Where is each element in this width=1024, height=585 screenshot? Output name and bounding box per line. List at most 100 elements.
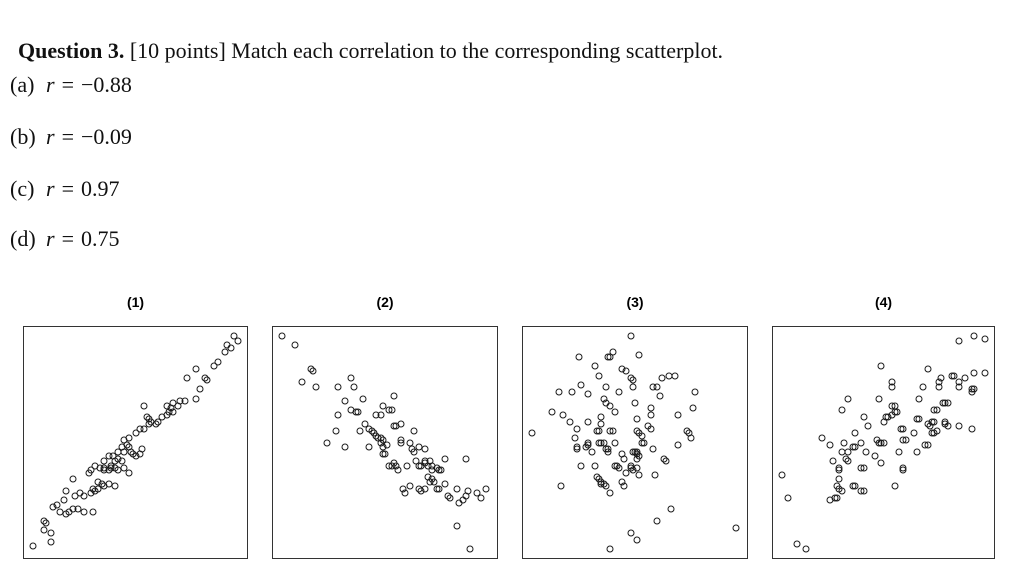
scatter-point [584,390,592,398]
scatter-point [406,482,414,490]
scatterplot-3-label: (3) [626,294,644,310]
scatter-point [667,505,675,513]
scatter-point [647,404,655,412]
scatter-point [105,480,113,488]
scatter-point [851,482,859,490]
scatter-point [575,353,583,361]
scatter-point [691,388,699,396]
scatter-point [933,406,941,414]
scatter-point [118,457,126,465]
scatter-point [880,418,887,426]
correlation-value: −0.88 [80,72,132,97]
scatter-point [635,471,643,479]
scatterplot-1: (1) [23,292,248,559]
scatter-point [397,420,405,428]
scatter-point [350,383,358,391]
scatter-point [638,432,646,440]
scatterplot-1-label: (1) [126,294,145,310]
option-b: (b) r = −0.09 [10,124,132,150]
scatter-point [341,443,349,451]
scatter-point [604,445,612,453]
scatter-point [192,395,200,403]
scatter-point [74,505,82,513]
scatter-point [334,383,342,391]
scatter-point [120,448,128,456]
scatter-point [334,411,342,419]
scatter-point [114,466,122,474]
question-prompt-text: [10 points] Match each correlation to th… [124,38,724,63]
scatter-point [571,434,579,442]
scatter-point [880,439,887,446]
scatter-point [606,489,614,497]
scatter-point [62,487,70,495]
scatter-point [453,485,461,493]
scatter-point [40,517,48,525]
equals-sign: = [61,124,74,149]
scatter-point [884,413,892,421]
scatter-point [860,487,868,495]
scatter-point [214,358,222,366]
scatter-point [230,332,238,340]
scatter-point [784,494,792,502]
option-c: (c) r = 0.97 [10,176,119,202]
scatter-point [891,482,899,490]
scatter-point [359,395,367,403]
scatter-point [221,348,229,356]
scatter-point [181,397,189,405]
scatter-point [950,372,958,379]
scatter-point [653,517,661,525]
scatter-point [615,464,623,472]
scatter-point [566,418,574,426]
scatter-point [602,383,610,391]
scatter-point [410,448,418,456]
scatter-point [597,413,605,421]
scatter-point [939,399,947,407]
scatter-point [125,469,133,477]
scatter-point [466,545,474,553]
scatter-point [441,455,449,463]
scatterplot-4-canvas [772,326,995,559]
option-d-label: (d) [10,226,36,251]
scatter-point [597,420,605,428]
scatter-point [877,459,885,467]
scatter-point [192,365,200,373]
scatter-point [651,471,659,479]
scatter-point [125,434,133,442]
scatter-point [826,496,834,504]
scatter-point [955,383,963,391]
scatter-point [793,540,801,548]
correlation-value: 0.97 [80,176,120,201]
correlation-symbol: r [46,226,55,251]
scatterplot-4-label: (4) [874,294,893,310]
scatter-point [430,478,438,486]
scatter-point [577,381,585,389]
scatter-point [919,383,927,391]
scatter-point [833,494,841,502]
scatter-point [477,494,485,502]
scatter-point [835,466,843,474]
option-a-label: (a) [10,72,35,97]
scatter-point [591,462,599,470]
scatter-point [629,383,637,391]
scatter-point [606,402,614,410]
scatter-point [47,538,55,546]
scatter-point [145,415,153,423]
scatter-point [860,464,868,472]
scatter-point [437,466,445,474]
scatter-point [627,332,635,340]
scatter-point [844,457,852,465]
scatter-point [595,372,603,379]
scatter-point [635,452,643,460]
scatter-point [154,418,162,426]
scatter-point [298,378,306,386]
scatter-point [620,482,628,490]
scatter-point [210,362,218,370]
scatter-point [981,335,989,343]
scatter-point [234,337,242,345]
scatter-point [622,469,630,477]
scatter-point [635,351,643,359]
scatter-point [528,429,536,437]
scatter-point [622,367,630,375]
scatter-point [778,471,786,479]
scatter-point [970,385,978,393]
